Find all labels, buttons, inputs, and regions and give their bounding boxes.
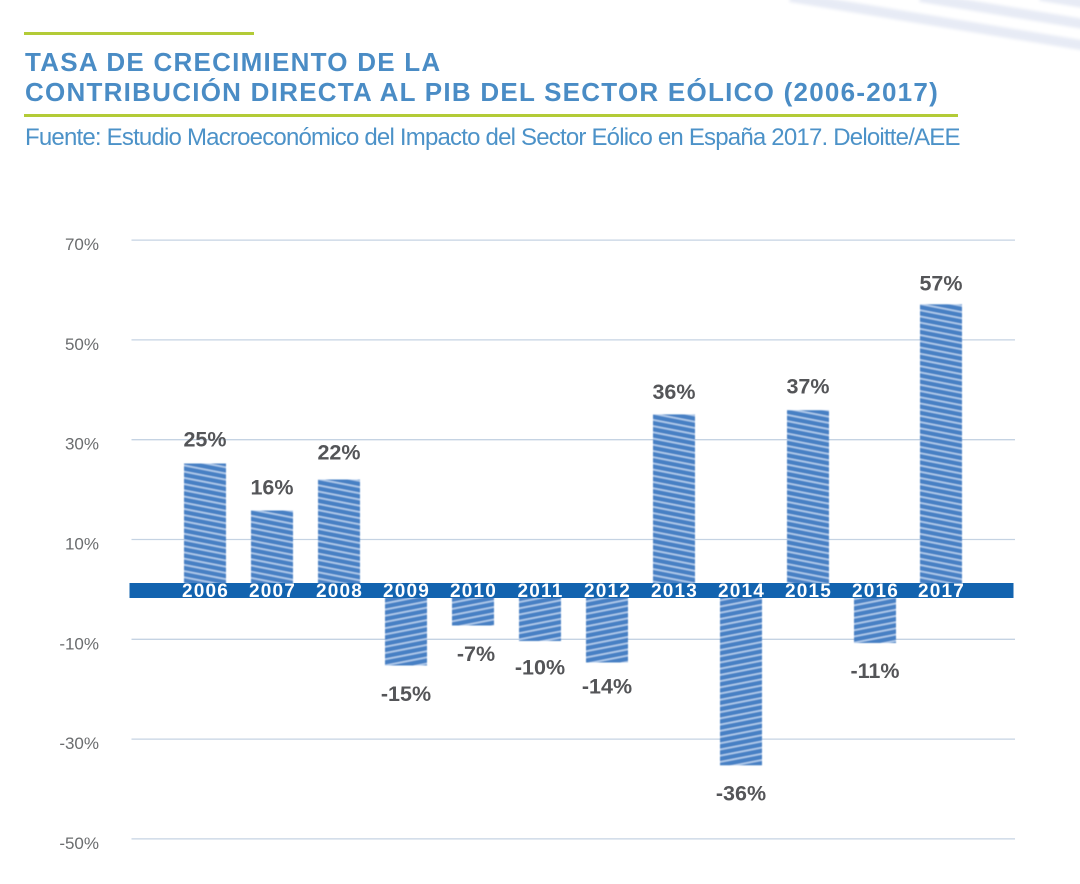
svg-text:2012: 2012 [584,581,631,602]
svg-text:10%: 10% [65,535,99,554]
svg-text:2014: 2014 [718,581,765,602]
svg-text:16%: 16% [250,475,293,499]
svg-text:57%: 57% [919,272,962,296]
svg-text:2011: 2011 [517,581,563,602]
svg-text:-10%: -10% [515,656,565,680]
svg-text:50%: 50% [65,335,99,354]
svg-text:2009: 2009 [383,581,430,602]
svg-text:2013: 2013 [651,581,698,602]
svg-text:2017: 2017 [918,581,965,602]
svg-text:2007: 2007 [249,581,296,602]
svg-text:-14%: -14% [582,675,632,699]
svg-text:-30%: -30% [59,734,99,753]
svg-text:2016: 2016 [852,581,899,602]
svg-text:-11%: -11% [850,659,899,683]
svg-text:2008: 2008 [316,581,363,602]
svg-text:36%: 36% [652,380,695,404]
svg-text:2006: 2006 [182,581,229,602]
svg-text:30%: 30% [65,435,99,454]
svg-text:22%: 22% [317,440,360,464]
svg-text:-36%: -36% [716,781,766,805]
svg-text:-50%: -50% [59,834,99,853]
svg-text:-15%: -15% [381,682,431,706]
svg-text:25%: 25% [183,427,226,451]
svg-text:2015: 2015 [785,581,832,602]
svg-text:37%: 37% [786,374,829,398]
svg-text:-10%: -10% [59,634,99,653]
svg-text:2010: 2010 [450,581,497,602]
svg-text:70%: 70% [65,235,99,254]
svg-text:-7%: -7% [457,642,495,666]
